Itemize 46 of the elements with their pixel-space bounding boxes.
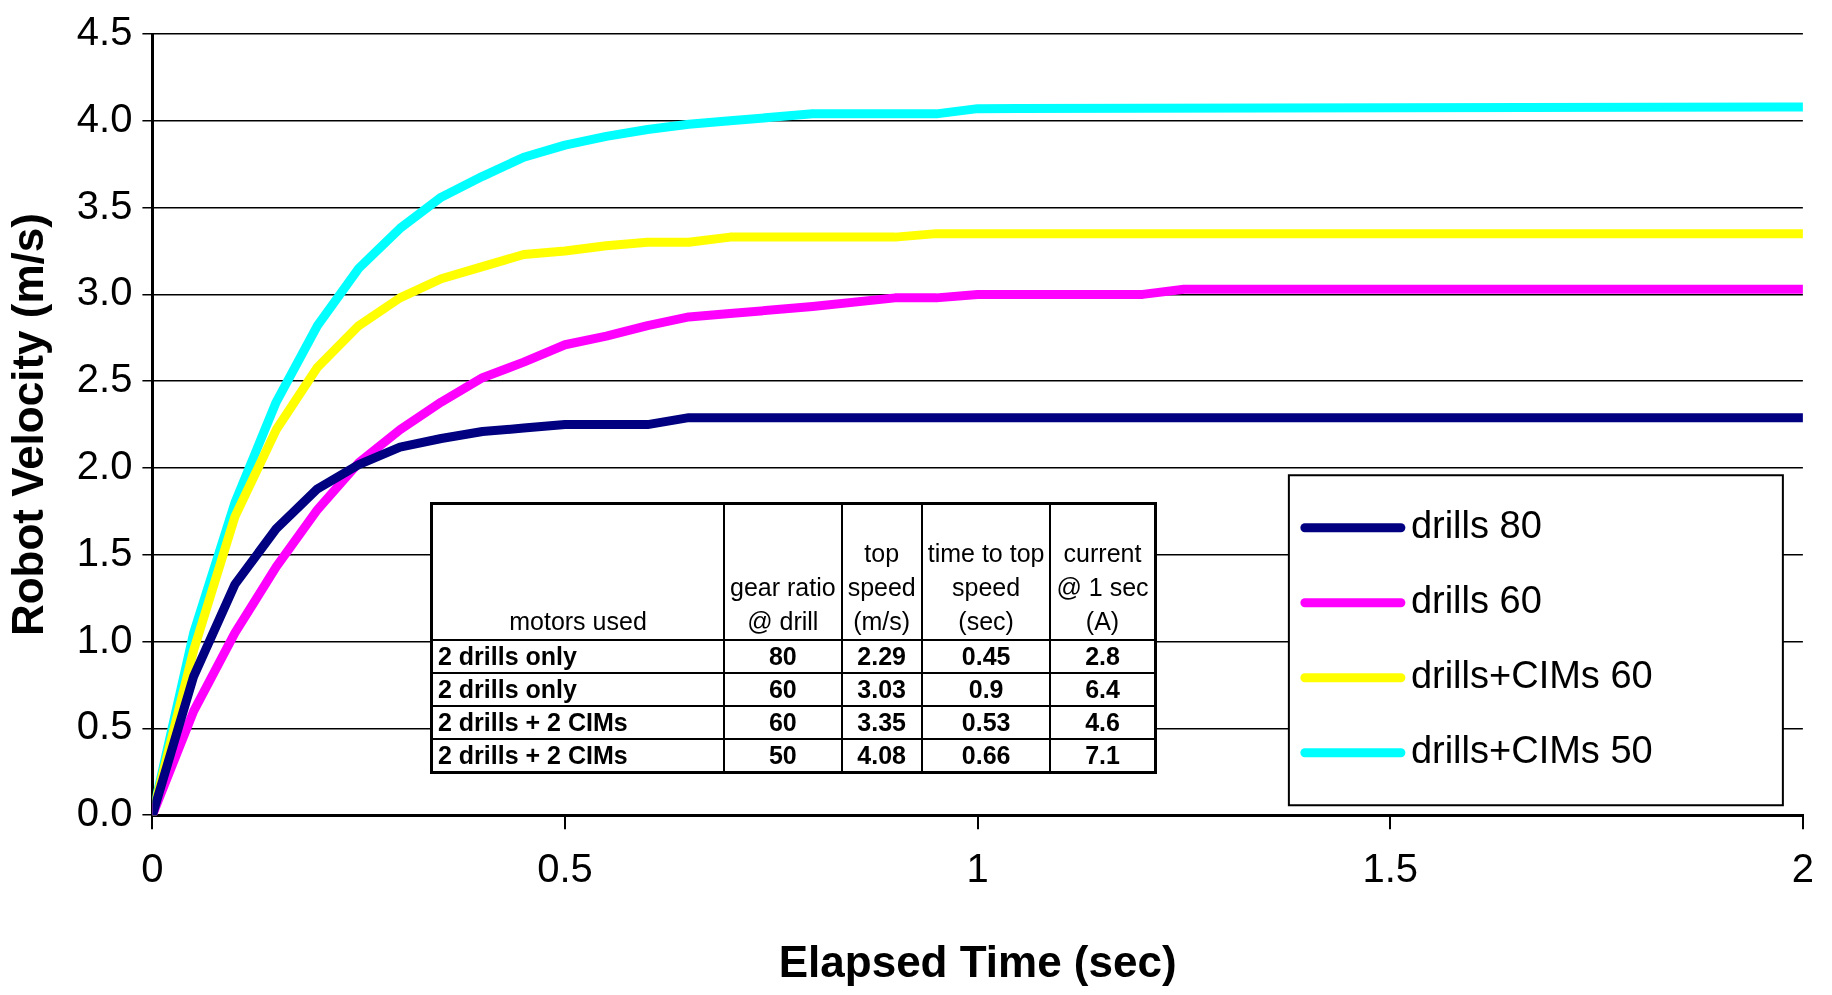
data-label: 60: [724, 706, 842, 739]
text: motors used: [431, 503, 724, 640]
x-tick-label: 1: [966, 846, 989, 891]
data-label: 80: [724, 640, 842, 673]
y-tick-label: 4.5: [76, 9, 133, 54]
legend-label: drills 60: [1410, 579, 1542, 622]
y-tick-label: 3.0: [76, 269, 133, 314]
data-label: 4.6: [1050, 706, 1156, 739]
text: current @ 1 sec (A): [1050, 503, 1156, 640]
data-label: 0.9: [921, 673, 1051, 706]
data-label: 60: [724, 673, 842, 706]
legend-label: drills+CIMs 60: [1410, 654, 1653, 697]
data-label: 2.29: [841, 640, 922, 673]
series-label: gear ratio @ drill: [724, 503, 842, 640]
y-axis-title: Robot Velocity (m/s): [2, 213, 52, 637]
legend-label: drills 80: [1410, 504, 1542, 547]
y-tick-label: 0.5: [76, 703, 133, 748]
y-tick-label: 0.0: [76, 790, 133, 835]
legend-label: drills+CIMs 50: [1410, 729, 1653, 772]
y-tick-label: 2.5: [76, 356, 133, 401]
data-label: 3.03: [841, 673, 922, 706]
y-tick-label: 4.0: [76, 95, 133, 140]
data-label: 0.53: [921, 706, 1051, 739]
data-label: 3.35: [841, 706, 922, 739]
text: time to top speed (sec): [921, 503, 1051, 640]
data-label: 2.8: [1050, 640, 1156, 673]
category-label: 2 drills + 2 CIMs: [431, 706, 724, 739]
x-tick-label: 2: [1791, 846, 1814, 891]
data-label: 4.08: [841, 739, 922, 773]
data-label: 50: [724, 739, 842, 773]
y-tick-label: 3.5: [76, 182, 133, 227]
x-axis-title: Elapsed Time (sec): [778, 936, 1177, 986]
data-label: 0.66: [921, 739, 1051, 773]
category-label: 2 drills only: [431, 640, 724, 673]
x-tick-label: 1.5: [1362, 846, 1419, 891]
y-tick-label: 1.0: [76, 616, 133, 661]
text: top speed (m/s): [841, 503, 922, 640]
x-tick-label: 0: [141, 846, 164, 891]
category-label: 2 drills only: [431, 673, 724, 706]
x-tick-label: 0.5: [537, 846, 593, 891]
data-label: 6.4: [1050, 673, 1156, 706]
data-label: 0.45: [921, 640, 1051, 673]
data-label: 7.1: [1050, 739, 1156, 773]
y-tick-label: 1.5: [76, 529, 133, 574]
y-tick-label: 2.0: [76, 443, 133, 488]
category-label: 2 drills + 2 CIMs: [431, 739, 724, 773]
